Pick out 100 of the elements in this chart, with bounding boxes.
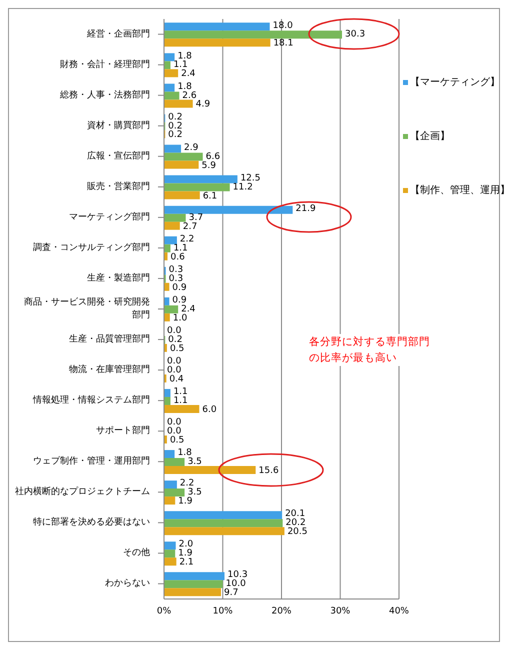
data-label: 0.0 — [167, 326, 182, 336]
bar — [164, 100, 193, 108]
data-label: 18.1 — [273, 38, 294, 49]
data-label: 0.2 — [168, 112, 183, 122]
x-tick-label: 20% — [271, 606, 292, 616]
data-label: 4.9 — [196, 100, 210, 110]
bar — [164, 588, 221, 596]
bar — [164, 542, 176, 550]
legend-label: 【マーケティング】 — [410, 76, 500, 89]
bar — [164, 191, 200, 200]
data-label: 0.4 — [169, 374, 184, 384]
bar — [164, 511, 282, 520]
y-tick-label: 生産・品質管理部門 — [69, 334, 150, 345]
bar — [164, 84, 175, 92]
data-label: 1.1 — [173, 396, 188, 406]
bar — [164, 450, 175, 458]
data-label: 15.6 — [258, 466, 279, 476]
data-label: 10.3 — [228, 570, 248, 580]
bar — [164, 236, 177, 244]
y-tick-label: 情報処理・情報システム部門 — [32, 395, 150, 406]
bar — [164, 22, 270, 31]
x-tick-label: 10% — [212, 606, 234, 616]
data-label: 2.1 — [179, 558, 194, 568]
bar — [164, 572, 225, 580]
bar — [164, 160, 199, 169]
bar — [164, 305, 178, 314]
bar — [164, 206, 293, 214]
data-label: 0.0 — [167, 418, 182, 428]
data-label: 2.7 — [182, 222, 198, 232]
data-label: 2.4 — [181, 69, 196, 80]
y-tick-label: 資材・購買部門 — [87, 120, 150, 132]
y-tick-label: 特に部署を決める必要はない — [33, 517, 150, 528]
bar — [164, 69, 178, 78]
data-label: 0.5 — [170, 436, 184, 446]
y-tick-label: マーケティング部門 — [69, 212, 150, 223]
x-tick-label: 30% — [330, 606, 351, 616]
data-label: 1.1 — [173, 387, 188, 398]
data-label: 18.0 — [272, 20, 294, 31]
bar — [164, 550, 176, 558]
bar — [164, 175, 238, 184]
y-tick-label: 販売・営業部門 — [87, 181, 150, 192]
legend-label: 【企画】 — [410, 130, 450, 143]
data-label: 0.0 — [167, 356, 182, 367]
bar — [164, 61, 170, 70]
data-label: 0.9 — [172, 282, 187, 293]
data-label: 9.7 — [224, 588, 238, 598]
data-label: 21.9 — [296, 204, 316, 214]
data-label: 20.2 — [286, 518, 306, 528]
bar — [164, 313, 170, 322]
y-tick-label: 経営・企画部門 — [86, 28, 150, 40]
bar — [164, 183, 230, 192]
y-tick-label: 生産・製造部門 — [87, 272, 150, 284]
y-tick-label: サポート部門 — [96, 426, 150, 437]
y-tick-label: 社内横断的なプロジェクトチーム — [15, 486, 150, 498]
y-tick-label: 財務・会計・経理部門 — [60, 59, 150, 70]
bar — [164, 466, 256, 474]
data-label: 3.5 — [188, 457, 202, 468]
bar — [164, 297, 170, 306]
data-label: 2.2 — [180, 234, 194, 244]
bar — [164, 282, 170, 291]
data-label: 6.1 — [202, 191, 218, 202]
data-label: 0.3 — [168, 274, 184, 284]
bar — [164, 480, 177, 489]
bar — [164, 488, 185, 497]
data-label: 3.7 — [188, 212, 204, 223]
y-tick-label: その他 — [123, 548, 150, 559]
bar — [164, 388, 170, 397]
data-label: 1.1 — [173, 243, 188, 254]
data-label: 30.3 — [345, 30, 366, 40]
bar — [164, 396, 170, 405]
data-label: 5.9 — [202, 160, 216, 171]
legend-label: 【制作、管理、運用】 — [410, 184, 507, 197]
data-label: 0.0 — [167, 366, 182, 376]
bar — [164, 496, 176, 505]
data-label: 20.1 — [285, 509, 306, 520]
data-label: 10.0 — [226, 579, 246, 590]
bar — [164, 214, 186, 222]
bar — [164, 152, 203, 161]
bar — [164, 558, 176, 566]
data-label: 1.8 — [178, 448, 192, 458]
y-tick-label: 調査・コンサルティング部門 — [33, 242, 150, 254]
bar — [164, 244, 170, 252]
bar — [164, 222, 180, 230]
data-label: 0.9 — [172, 296, 187, 306]
data-label: 1.8 — [178, 51, 192, 62]
bar — [164, 144, 182, 153]
data-label: 11.2 — [232, 182, 253, 192]
bar — [164, 38, 270, 47]
data-label: 0.2 — [168, 130, 183, 140]
data-label: 0.0 — [167, 426, 182, 437]
bar — [164, 92, 180, 100]
bar — [164, 527, 284, 536]
y-tick-label: 総務・人事・法務部門 — [59, 90, 150, 101]
data-label: 12.5 — [240, 173, 260, 184]
bar — [164, 580, 223, 588]
data-label: 0.2 — [168, 334, 183, 345]
y-tick-label: 物流・在庫管理部門 — [69, 364, 150, 376]
data-label: 1.8 — [178, 82, 192, 92]
y-tick-label: 広報・宣伝部門 — [87, 150, 150, 162]
data-label: 20.5 — [287, 527, 308, 538]
